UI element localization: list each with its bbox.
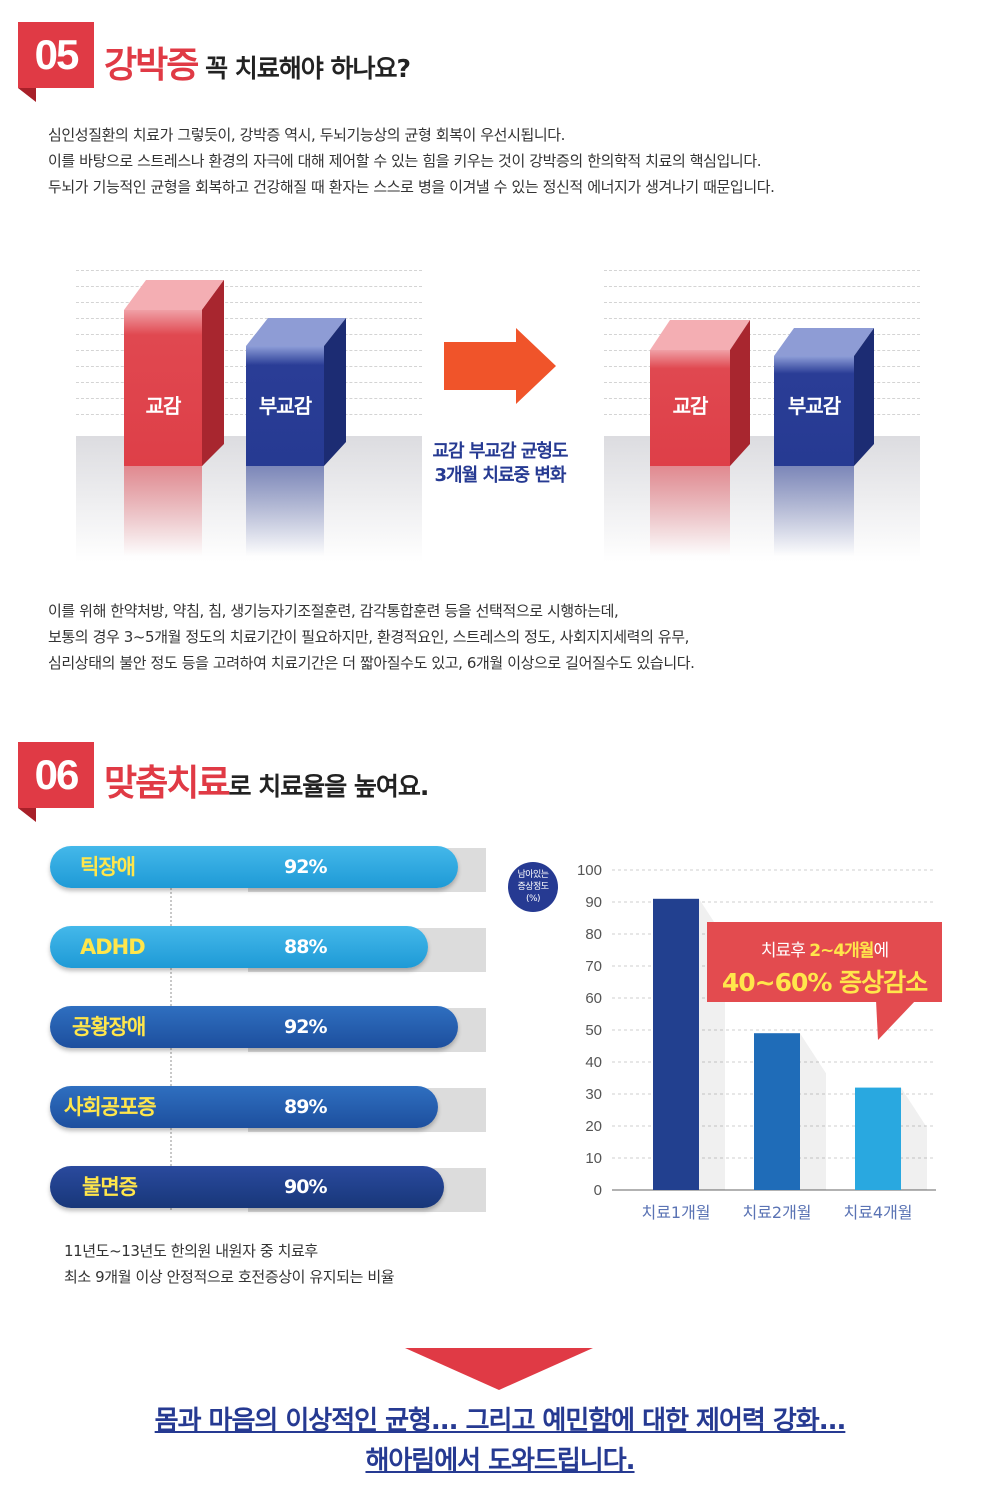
section-number-05: 05 — [18, 22, 94, 88]
bar-sympathetic-after — [650, 350, 730, 466]
y-tick-label: 90 — [585, 894, 602, 911]
title-rest: 꼭 치료해야 하나요? — [197, 54, 411, 83]
rates-note-line: 11년도~13년도 한의원 내원자 중 치료후 — [64, 1242, 318, 1260]
chart-ylabel-line: 남아있는 — [517, 870, 549, 880]
callout-post: 에 — [873, 941, 889, 961]
section-title-06: 맞춤치료로 치료율을 높여요. — [104, 754, 429, 806]
bar-label-sympathetic: 교감 — [145, 394, 182, 418]
title-highlight: 맞춤치료 — [104, 763, 230, 804]
y-tick-label: 10 — [585, 1150, 602, 1167]
callout-highlight: 2~4개월 — [809, 941, 874, 961]
rate-item-value: 89% — [284, 1096, 327, 1118]
balance-chart-after: 교감 부교감 — [604, 262, 920, 562]
balance-caption-line: 교감 부교감 균형도 — [432, 441, 568, 462]
callout-line-2: 40~60% 증상감소 — [721, 968, 928, 997]
bar-label-parasympathetic: 부교감 — [787, 394, 841, 418]
rate-item-value: 88% — [284, 936, 327, 958]
rates-note: 11년도~13년도 한의원 내원자 중 치료후 최소 9개월 이상 안정적으로 … — [64, 1238, 395, 1290]
conclusion-line-2: 해아림에서 도와드립니다. — [365, 1446, 635, 1476]
x-tick-label: 치료2개월 — [742, 1203, 811, 1222]
bar-sympathetic-before — [124, 310, 202, 466]
reduction-callout: 치료후 2~4개월에 40~60% 증상감소 — [707, 922, 942, 1002]
rate-item: 공황장애 92% — [50, 1006, 458, 1048]
bar-parasympathetic-before — [246, 346, 324, 466]
bar-shadow — [901, 1087, 927, 1190]
bar — [754, 1033, 800, 1190]
down-arrow-icon — [405, 1348, 593, 1390]
y-tick-label: 0 — [594, 1182, 602, 1199]
callout-pre: 치료후 — [760, 941, 810, 961]
bar-parasympathetic-after — [774, 356, 854, 466]
y-tick-label: 70 — [585, 958, 602, 975]
chart-ylabel-line: 증상정도 — [517, 882, 549, 892]
x-tick-label: 치료4개월 — [843, 1203, 912, 1222]
rate-item-name: 사회공포증 — [64, 1095, 157, 1119]
y-tick-label: 100 — [577, 862, 602, 879]
body-line: 심리상태의 불안 정도 등을 고려하여 치료기간은 더 짧아질수도 있고, 6개… — [48, 654, 695, 672]
change-arrow-icon — [444, 328, 556, 404]
body-paragraph: 이를 위해 한약처방, 약침, 침, 생기능자기조절훈련, 감각통합훈련 등을 … — [48, 598, 695, 676]
rate-item: 사회공포증 89% — [50, 1086, 438, 1128]
bar-shadow — [800, 1033, 826, 1190]
rates-note-line: 최소 9개월 이상 안정적으로 호전증상이 유지되는 비율 — [64, 1268, 395, 1286]
body-line: 이를 위해 한약처방, 약침, 침, 생기능자기조절훈련, 감각통합훈련 등을 … — [48, 602, 619, 620]
section-number-06: 06 — [18, 742, 94, 808]
y-tick-label: 30 — [585, 1086, 602, 1103]
treatment-rate-list: 틱장애 92% ADHD 88% 공황장애 92% 사회공포증 89% 불면증 … — [48, 840, 488, 1220]
intro-paragraph: 심인성질환의 치료가 그렇듯이, 강박증 역시, 두뇌기능상의 균형 회복이 우… — [48, 122, 775, 200]
callout-pointer — [876, 1000, 916, 1040]
rate-item-name: ADHD — [80, 935, 146, 959]
intro-line: 두뇌가 기능적인 균형을 회복하고 건강해질 때 환자는 스스로 병을 이겨낼 … — [48, 178, 775, 196]
bar — [653, 898, 699, 1190]
rate-item-name: 공황장애 — [72, 1015, 146, 1039]
rate-item-name: 불면증 — [82, 1175, 138, 1199]
rate-item-value: 92% — [284, 856, 327, 878]
rate-item: 틱장애 92% — [50, 846, 458, 888]
intro-line: 이를 바탕으로 스트레스나 환경의 자극에 대해 제어할 수 있는 힘을 키우는… — [48, 152, 762, 170]
bar-label-sympathetic: 교감 — [672, 394, 709, 418]
chart-ylabel-badge: 남아있는 증상정도 (%) — [508, 862, 558, 912]
y-tick-label: 50 — [585, 1022, 602, 1039]
symptom-chart-svg: 0 10 20 30 40 50 60 70 80 90 100 치료1개월 치료2개월 치료4개월 — [577, 862, 936, 1222]
title-rest: 로 치료율을 높여요. — [228, 772, 429, 801]
section-number-fold — [18, 808, 36, 822]
rate-item: 불면증 90% — [50, 1166, 444, 1208]
y-tick-label: 80 — [585, 926, 602, 943]
rate-item-name: 틱장애 — [80, 855, 136, 879]
balance-chart-before: 교감 부교감 — [76, 262, 422, 562]
bar — [855, 1087, 901, 1190]
callout-line-1: 치료후 2~4개월에 — [707, 936, 942, 961]
intro-line: 심인성질환의 치료가 그렇듯이, 강박증 역시, 두뇌기능상의 균형 회복이 우… — [48, 126, 566, 144]
title-highlight: 강박증 — [104, 45, 199, 86]
y-tick-label: 60 — [585, 990, 602, 1007]
rate-item-value: 92% — [284, 1016, 327, 1038]
x-tick-label: 치료1개월 — [641, 1203, 710, 1222]
balance-caption-line: 3개월 치료중 변화 — [434, 465, 567, 486]
y-tick-label: 20 — [585, 1118, 602, 1135]
section-title-05: 강박증 꼭 치료해야 하나요? — [104, 36, 411, 88]
section-number-fold — [18, 88, 36, 102]
balance-caption: 교감 부교감 균형도 3개월 치료중 변화 — [400, 440, 600, 488]
rate-item-value: 90% — [284, 1176, 327, 1198]
symptom-chart: 0 10 20 30 40 50 60 70 80 90 100 치료1개월 치료2개월 치료4개월 — [560, 860, 950, 1230]
chart-ylabel-line: (%) — [525, 894, 541, 904]
body-line: 보통의 경우 3~5개월 정도의 치료기간이 필요하지만, 환경적요인, 스트레… — [48, 628, 690, 646]
rate-item: ADHD 88% — [50, 926, 428, 968]
y-tick-label: 40 — [585, 1054, 602, 1071]
conclusion-line-1: 몸과 마음의 이상적인 균형... 그리고 예민함에 대한 제어력 강화... — [154, 1406, 847, 1436]
bar-label-parasympathetic: 부교감 — [258, 394, 312, 418]
